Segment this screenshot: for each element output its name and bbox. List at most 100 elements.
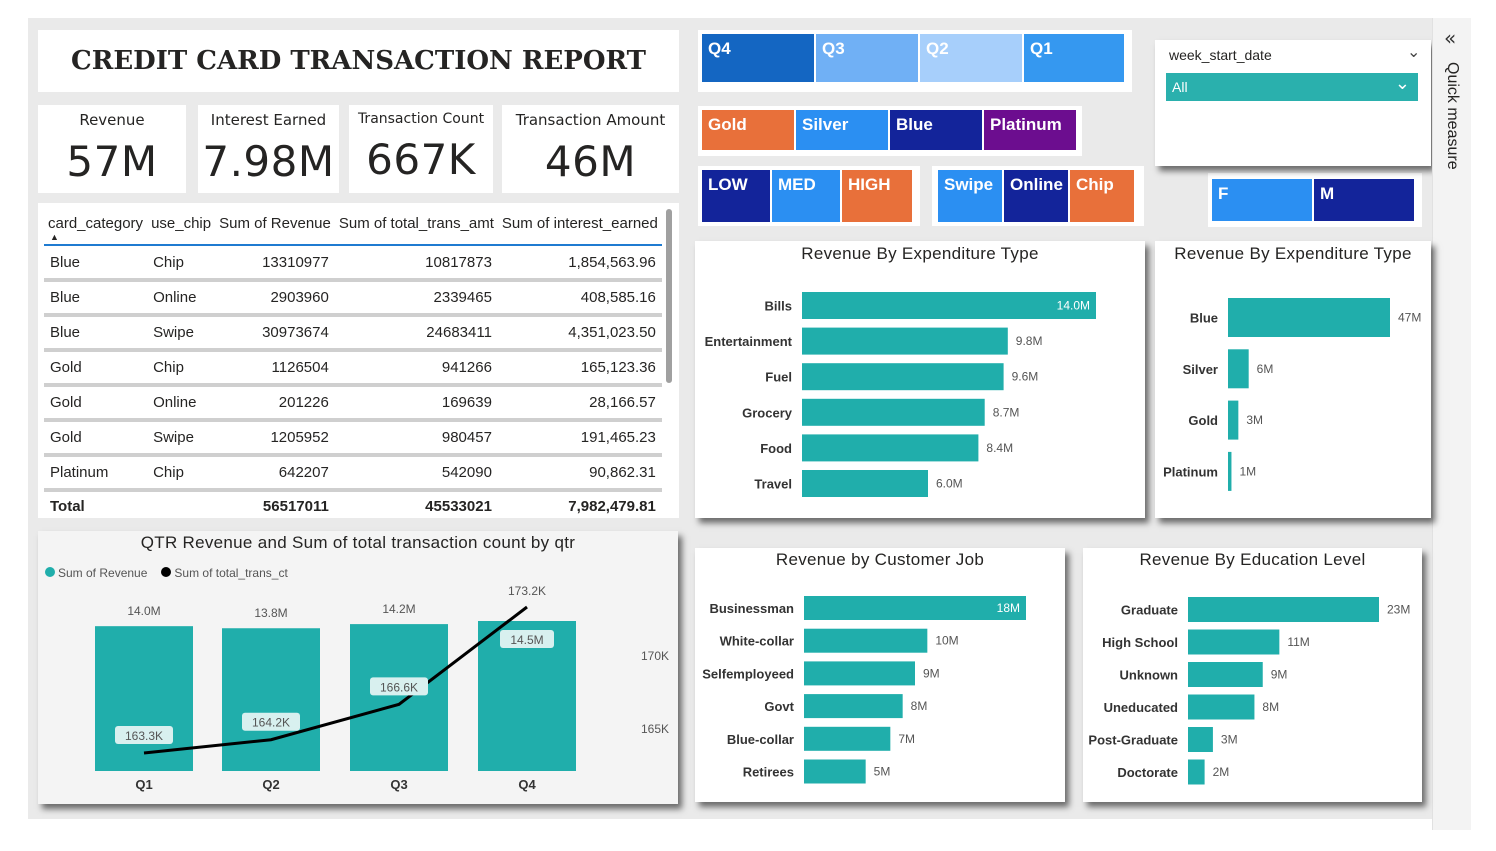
job-plot: Businessman 18M White-collar 10M Selfemploye…	[702, 596, 1026, 784]
column-bar	[350, 624, 448, 771]
bar-data-label: 3M	[1221, 733, 1238, 747]
legend-item-revenue[interactable]: Sum of Revenue	[45, 566, 147, 580]
quick-measure-pane[interactable]: « Quick measure	[1432, 18, 1471, 830]
slicer-option-low[interactable]: LOW	[702, 170, 770, 222]
axis-tick-label: 170K	[641, 649, 669, 663]
bar-category-label: Uneducated	[1104, 700, 1178, 715]
slicer-option-online[interactable]: Online	[1004, 170, 1068, 222]
matrix-table: card_category ▲ use_chip Sum of Revenue S…	[44, 203, 662, 520]
bar-category-label: White-collar	[720, 634, 794, 649]
line-data-label: 166.6K	[380, 680, 418, 694]
slicer-option-q2[interactable]: Q2	[920, 34, 1022, 82]
kpi-revenue-card[interactable]: Revenue 57M	[38, 105, 186, 193]
bar-data-label: 8M	[911, 699, 928, 713]
slicer-option-blue[interactable]: Blue	[890, 110, 982, 150]
slicer-option-q4[interactable]: Q4	[702, 34, 814, 82]
bar	[804, 628, 928, 653]
bar-category-label: Blue	[1190, 311, 1218, 326]
cell-trans-amt: 980457	[334, 420, 498, 457]
kpi-transaction-amount-card[interactable]: Transaction Amount 46M	[502, 105, 679, 193]
bar-data-label: 47M	[1398, 311, 1421, 325]
table-row[interactable]: Platinum Chip 642207 542090 90,862.31	[44, 455, 662, 492]
legend-item-trans-ct[interactable]: Sum of total_trans_ct	[161, 566, 288, 580]
bar	[802, 327, 1008, 355]
bar-category-label: Selfemployeed	[702, 666, 794, 681]
qtr-combo-chart[interactable]: QTR Revenue and Sum of total transaction…	[38, 531, 678, 804]
cell-interest: 165,123.36	[497, 350, 662, 387]
total-cell-trans-amt: 45533021	[334, 489, 498, 520]
bar-data-label: 11M	[1287, 635, 1309, 649]
slicer-option-m[interactable]: M	[1314, 179, 1414, 221]
total-row: Total 56517011 45533021 7,982,479.81	[44, 489, 662, 520]
sort-ascending-icon: ▲	[50, 232, 59, 242]
cell-category: Gold	[44, 350, 148, 387]
bar-category-label: Bills	[765, 299, 792, 314]
table-row[interactable]: Gold Online 201226 169639 28,166.57	[44, 385, 662, 422]
week-slicer-label: week_start_date	[1169, 47, 1272, 63]
total-cell-revenue: 56517011	[215, 489, 335, 520]
bar-category-label: Gold	[1188, 413, 1218, 428]
education-plot: Graduate 23M High School 11M Unknown 9M Uneduc…	[1088, 597, 1410, 785]
total-cell-chip	[147, 489, 216, 520]
collapse-chevrons-icon[interactable]: «	[1444, 26, 1457, 50]
bar-data-label: 14.0M	[127, 604, 160, 618]
qtr-chart-title: QTR Revenue and Sum of total transaction…	[140, 533, 576, 552]
revenue-matrix[interactable]: card_category ▲ use_chip Sum of Revenue S…	[38, 203, 679, 520]
bar-category-label: Govt	[764, 699, 794, 714]
bar-data-label: 14.5M	[510, 633, 543, 647]
bar	[804, 759, 866, 784]
table-row[interactable]: Blue Swipe 30973674 24683411 4,351,023.50	[44, 315, 662, 352]
card-category-bar-chart[interactable]: Revenue By Expenditure Type Blue 47M Silve…	[1155, 241, 1431, 518]
cell-chip: Swipe	[147, 315, 216, 352]
table-row[interactable]: Gold Swipe 1205952 980457 191,465.23	[44, 420, 662, 457]
job-bar-chart[interactable]: Revenue by Customer Job Businessman 18M Wh…	[695, 548, 1065, 802]
kpi-transaction-count-card[interactable]: Transaction Count 667K	[349, 105, 493, 193]
slicer-option-platinum[interactable]: Platinum	[984, 110, 1076, 150]
cell-category: Gold	[44, 420, 148, 457]
income-slicer: LOW MED HIGH	[698, 166, 920, 226]
slicer-option-f[interactable]: F	[1212, 179, 1312, 221]
bar-category-label: Fuel	[765, 370, 792, 385]
cell-category: Platinum	[44, 455, 148, 492]
table-row[interactable]: Gold Chip 1126504 941266 165,123.36	[44, 350, 662, 387]
kpi-transaction-count-value: 667K	[366, 135, 476, 184]
slicer-option-high[interactable]: HIGH	[842, 170, 912, 222]
slicer-option-q1[interactable]: Q1	[1024, 34, 1124, 82]
kpi-transaction-amount-label: Transaction Amount	[515, 111, 666, 129]
week-start-date-slicer: week_start_date ⌄ All ⌄	[1155, 40, 1431, 166]
matrix-header-use-chip[interactable]: use_chip	[147, 203, 216, 246]
line-label-bg	[498, 581, 556, 599]
report-title-card: CREDIT CARD TRANSACTION REPORT	[38, 30, 679, 92]
slicer-option-q3[interactable]: Q3	[816, 34, 918, 82]
table-row[interactable]: Blue Chip 13310977 10817873 1,854,563.96	[44, 245, 662, 282]
slicer-option-gold[interactable]: Gold	[702, 110, 794, 150]
bar-category-label: Graduate	[1121, 603, 1178, 618]
education-bar-chart[interactable]: Revenue By Education Level Graduate 23M Hi…	[1083, 548, 1422, 802]
slicer-option-chip[interactable]: Chip	[1070, 170, 1134, 222]
cell-trans-amt: 169639	[334, 385, 498, 422]
cell-chip: Swipe	[147, 420, 216, 457]
matrix-header-sum-trans-amt[interactable]: Sum of total_trans_amt	[334, 203, 498, 246]
week-dropdown[interactable]: All ⌄	[1166, 73, 1418, 101]
cell-trans-amt: 941266	[334, 350, 498, 387]
bar-data-label: 7M	[898, 732, 915, 746]
slicer-option-swipe[interactable]: Swipe	[938, 170, 1002, 222]
expenditure-bar-chart[interactable]: Revenue By Expenditure Type Bills 14.0M En…	[695, 241, 1145, 518]
line-label-bg	[115, 726, 173, 744]
slicer-option-silver[interactable]: Silver	[796, 110, 888, 150]
slicer-option-med[interactable]: MED	[772, 170, 840, 222]
kpi-interest-card[interactable]: Interest Earned 7.98M	[198, 105, 339, 193]
table-row[interactable]: Blue Online 2903960 2339465 408,585.16	[44, 280, 662, 317]
bar-data-label: 1M	[1239, 464, 1256, 478]
bar-data-label: 18M	[997, 601, 1020, 615]
kpi-revenue-label: Revenue	[79, 111, 145, 129]
matrix-header-sum-revenue[interactable]: Sum of Revenue	[215, 203, 335, 246]
chevron-down-icon[interactable]: ⌄	[1407, 42, 1421, 61]
matrix-header-sum-interest[interactable]: Sum of interest_earned	[497, 203, 662, 246]
use-chip-slicer: Swipe Online Chip	[932, 166, 1144, 226]
bar-data-label: 6.0M	[936, 477, 963, 491]
card-category-slicer: Gold Silver Blue Platinum	[698, 106, 1082, 156]
matrix-scrollbar[interactable]	[666, 209, 672, 383]
matrix-header-card-category[interactable]: card_category ▲	[44, 203, 148, 246]
total-cell-category: Total	[44, 489, 148, 520]
